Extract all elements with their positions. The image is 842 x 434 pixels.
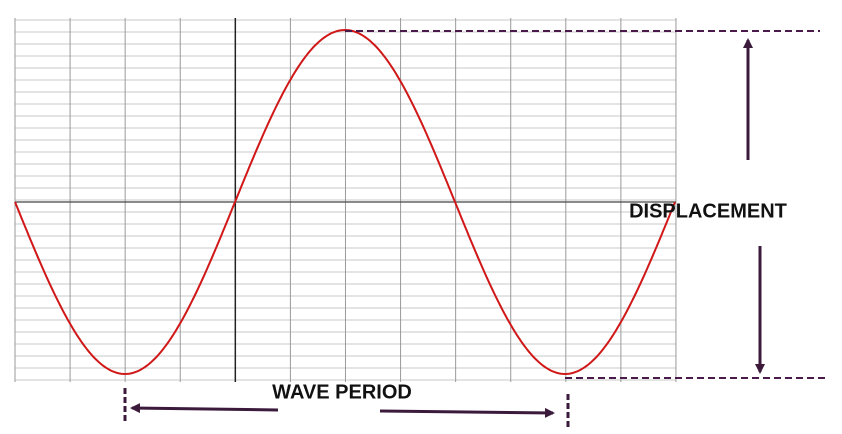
displacement-label: DISPLACEMENT — [629, 200, 787, 222]
grid — [14, 18, 677, 382]
left-arrow — [130, 403, 279, 414]
right-arrow — [379, 407, 555, 418]
wave-period-label: WAVE PERIOD — [272, 381, 412, 403]
